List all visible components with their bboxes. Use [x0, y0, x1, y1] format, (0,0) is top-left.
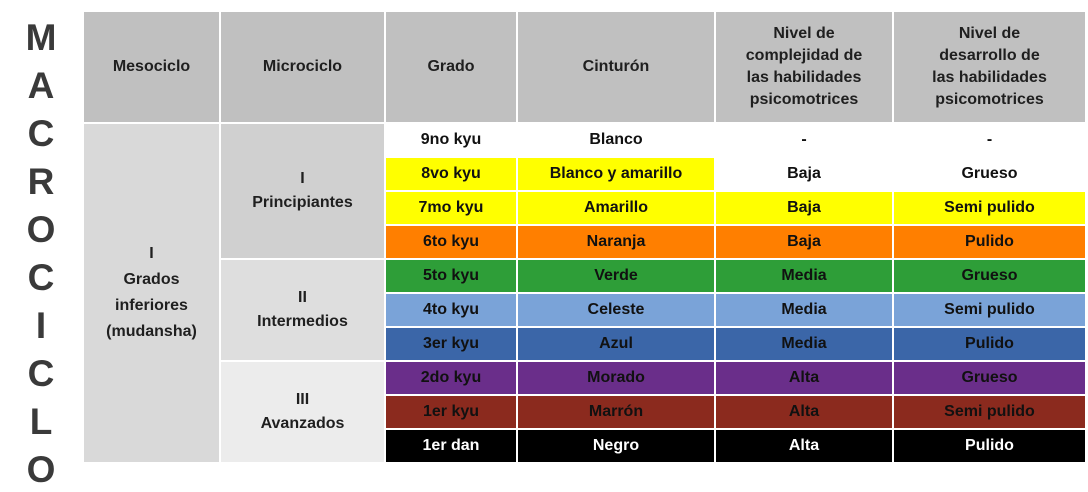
complejidad-cell: Media [714, 292, 894, 328]
header-desarrollo-line: desarrollo de [939, 47, 1040, 64]
microciclo-label: Principiantes [252, 194, 353, 211]
table-row: 1er dan Negro Alta Pulido [83, 428, 1087, 464]
microciclo-numeral: II [298, 289, 307, 306]
cinturon-cell: Amarillo [516, 190, 716, 226]
table-row: 4to kyu Celeste Media Semi pulido [83, 292, 1087, 328]
macrociclo-vertical-label: M A C R O C I C L O [0, 0, 82, 492]
microciclo-numeral: I [300, 170, 305, 187]
header-complejidad-line: psicomotrices [749, 91, 859, 108]
microciclo-cell: I Principiantes [219, 122, 386, 260]
macro-letter: C [27, 353, 55, 394]
cinturon-cell: Verde [516, 258, 716, 294]
cinturon-cell: Naranja [516, 224, 716, 260]
mesociclo-line: (mudansha) [106, 323, 197, 340]
grado-cell: 6to kyu [384, 224, 518, 260]
header-grado: Grado [384, 10, 518, 124]
macro-letter: O [26, 209, 56, 250]
microciclo-label: Intermedios [257, 313, 348, 330]
desarrollo-cell: Grueso [892, 360, 1087, 396]
desarrollo-cell: Semi pulido [892, 190, 1087, 226]
training-cycle-table: Mesociclo Microciclo Grado Cinturón Nive… [82, 10, 1087, 464]
header-desarrollo-line: psicomotrices [935, 91, 1044, 108]
table-row: III Avanzados 2do kyu Morado Alta Grueso [83, 360, 1087, 464]
cinturon-cell: Marrón [516, 394, 716, 430]
desarrollo-cell: Pulido [892, 326, 1087, 362]
header-cinturon: Cinturón [516, 10, 716, 124]
grado-cell: 5to kyu [384, 258, 518, 294]
cinturon-cell: Blanco [516, 122, 716, 158]
microciclo-label: Avanzados [260, 415, 345, 432]
cinturon-cell: Blanco y amarillo [516, 156, 716, 192]
desarrollo-cell: Pulido [892, 224, 1087, 260]
complejidad-cell: Alta [714, 394, 894, 430]
microciclo-numeral: III [295, 391, 310, 408]
microciclo-cell: III Avanzados [219, 360, 386, 464]
macro-letter: R [27, 161, 55, 202]
cinturon-cell: Celeste [516, 292, 716, 328]
grado-cell: 1er dan [384, 428, 518, 464]
table-row: 7mo kyu Amarillo Baja Semi pulido [83, 190, 1087, 226]
mesociclo-line: Grados [123, 271, 180, 288]
cinturon-cell: Negro [516, 428, 716, 464]
header-complejidad-line: complejidad de [745, 47, 863, 64]
header-complejidad-line: las habilidades [746, 69, 862, 86]
header-microciclo: Microciclo [219, 10, 386, 124]
cinturon-cell: Azul [516, 326, 716, 362]
macro-letter: L [29, 401, 53, 442]
desarrollo-cell: Grueso [892, 156, 1087, 192]
desarrollo-cell: - [892, 122, 1087, 158]
complejidad-cell: Media [714, 326, 894, 362]
microciclo-cell: II Intermedios [219, 258, 386, 362]
header-complejidad-line: Nivel de [773, 25, 835, 42]
macro-letter: C [27, 257, 55, 298]
desarrollo-cell: Grueso [892, 258, 1087, 294]
macro-letter: C [27, 113, 55, 154]
macro-letter: I [35, 305, 47, 346]
grado-cell: 8vo kyu [384, 156, 518, 192]
grado-cell: 2do kyu [384, 360, 518, 396]
complejidad-cell: Media [714, 258, 894, 294]
macro-letter: O [26, 449, 56, 490]
cinturon-cell: Morado [516, 360, 716, 396]
complejidad-cell: - [714, 122, 894, 158]
table-row: 8vo kyu Blanco y amarillo Baja Grueso [83, 156, 1087, 192]
grado-cell: 7mo kyu [384, 190, 518, 226]
header-complejidad: Nivel de complejidad de las habilidades … [714, 10, 894, 124]
table-row: I Grados inferiores (mudansha) I Principiante… [82, 122, 1087, 464]
complejidad-cell: Alta [714, 428, 894, 464]
desarrollo-cell: Semi pulido [892, 292, 1087, 328]
grado-cell: 3er kyu [384, 326, 518, 362]
header-desarrollo-line: las habilidades [932, 69, 1047, 86]
table-body: I Grados inferiores (mudansha) I Principiante… [82, 122, 1087, 464]
complejidad-cell: Baja [714, 156, 894, 192]
desarrollo-cell: Semi pulido [892, 394, 1087, 430]
table-row: 1er kyu Marrón Alta Semi pulido [83, 394, 1087, 430]
grado-cell: 9no kyu [384, 122, 518, 158]
mesociclo-cell: I Grados inferiores (mudansha) [82, 122, 221, 464]
header-row: Mesociclo Microciclo Grado Cinturón Nive… [82, 10, 1087, 124]
header-mesociclo: Mesociclo [82, 10, 221, 124]
mesociclo-line: inferiores [115, 297, 188, 314]
mesociclo-numeral: I [149, 245, 154, 262]
grado-cell: 1er kyu [384, 394, 518, 430]
header-desarrollo-line: Nivel de [958, 25, 1021, 42]
table-row: 6to kyu Naranja Baja Pulido [83, 224, 1087, 260]
complejidad-cell: Alta [714, 360, 894, 396]
macro-letter: A [27, 65, 55, 106]
table-row: 3er kyu Azul Media Pulido [83, 326, 1087, 362]
complejidad-cell: Baja [714, 224, 894, 260]
grado-cell: 4to kyu [384, 292, 518, 328]
complejidad-cell: Baja [714, 190, 894, 226]
header-desarrollo: Nivel de desarrollo de las habilidades p… [892, 10, 1087, 124]
table-row: II Intermedios 5to kyu Verde Media Grueso [83, 258, 1087, 362]
desarrollo-cell: Pulido [892, 428, 1087, 464]
macro-letter: M [25, 17, 57, 58]
